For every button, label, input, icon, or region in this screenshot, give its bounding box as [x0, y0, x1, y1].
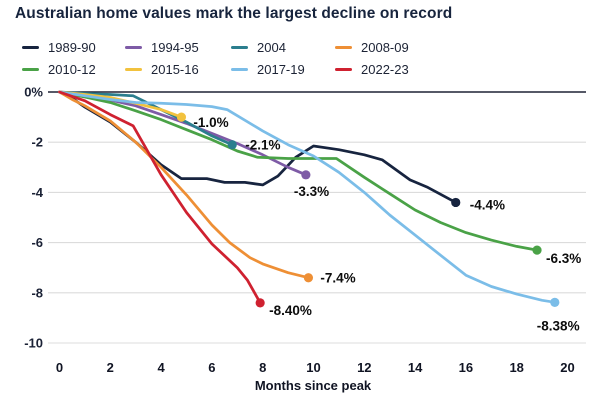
legend-swatch-icon — [125, 67, 142, 71]
legend-label: 2010-12 — [48, 61, 96, 77]
y-tick-label: -4 — [31, 185, 43, 200]
end-label-2015-16: -1.0% — [193, 115, 228, 130]
end-label-2010-12: -6.3% — [546, 251, 581, 266]
end-label-2008-09: -7.4% — [320, 271, 355, 286]
legend-swatch-icon — [335, 45, 352, 49]
legend-label: 2022-23 — [361, 61, 409, 77]
legend: 1989-90 1994-95 2004 2008-09 2010-12 2015-16 2… — [22, 36, 582, 80]
x-tick-label: 16 — [459, 360, 473, 375]
end-dot-2004 — [227, 140, 237, 150]
legend-swatch-icon — [231, 45, 248, 49]
legend-label: 2015-16 — [151, 61, 199, 77]
x-tick-label: 0 — [56, 360, 63, 375]
x-tick-label: 20 — [560, 360, 574, 375]
end-dot-2008-09 — [303, 273, 314, 283]
end-label-2017-19: -8.38% — [537, 318, 580, 333]
x-tick-label: 18 — [509, 360, 523, 375]
legend-label: 1989-90 — [48, 39, 96, 55]
legend-item-2004: 2004 — [231, 41, 335, 54]
legend-label: 2004 — [257, 39, 286, 55]
end-label-1989-90: -4.4% — [470, 197, 505, 212]
end-dot-1989-90 — [451, 197, 461, 208]
legend-swatch-icon — [22, 45, 39, 49]
end-dot-2010-12 — [532, 245, 542, 255]
x-tick-label: 6 — [208, 360, 215, 375]
x-tick-label: 12 — [357, 360, 371, 375]
x-tick-label: 14 — [408, 360, 423, 375]
y-tick-label: -8 — [31, 285, 43, 300]
series-line-2022-23 — [58, 90, 262, 305]
end-dot-2022-23 — [255, 298, 265, 308]
legend-swatch-icon — [125, 45, 142, 49]
end-dot-2015-16 — [176, 112, 187, 122]
series-line-2010-12 — [58, 90, 539, 252]
chart-title: Australian home values mark the largest … — [15, 5, 453, 22]
legend-item-2015-16: 2015-16 — [125, 63, 231, 76]
end-dot-2017-19 — [550, 297, 560, 307]
y-tick-label: -10 — [24, 336, 43, 351]
x-axis-title: Months since peak — [255, 378, 372, 393]
legend-item-1989-90: 1989-90 — [22, 41, 125, 54]
legend-item-2022-23: 2022-23 — [335, 63, 582, 76]
legend-item-2010-12: 2010-12 — [22, 63, 125, 76]
legend-swatch-icon — [22, 67, 39, 71]
x-tick-label: 8 — [259, 360, 266, 375]
y-tick-label: -6 — [31, 235, 43, 250]
legend-label: 2008-09 — [361, 39, 409, 55]
end-label-1994-95: -3.3% — [294, 184, 329, 199]
end-dot-1994-95 — [301, 170, 311, 180]
x-tick-label: 10 — [306, 360, 320, 375]
series-line-2008-09 — [58, 90, 310, 280]
legend-item-2008-09: 2008-09 — [335, 41, 582, 54]
series-line-2017-19 — [58, 90, 557, 304]
legend-label: 1994-95 — [151, 39, 199, 55]
x-tick-label: 2 — [107, 360, 114, 375]
end-label-2022-23: -8.40% — [269, 303, 312, 318]
legend-swatch-icon — [335, 67, 352, 71]
y-tick-label: 0% — [24, 85, 43, 100]
legend-label: 2017-19 — [257, 61, 305, 77]
end-label-2004: -2.1% — [245, 138, 280, 153]
y-tick-label: -2 — [31, 135, 43, 150]
legend-item-1994-95: 1994-95 — [125, 41, 231, 54]
legend-item-2017-19: 2017-19 — [231, 63, 335, 76]
legend-swatch-icon — [231, 67, 248, 71]
x-tick-label: 4 — [157, 360, 165, 375]
